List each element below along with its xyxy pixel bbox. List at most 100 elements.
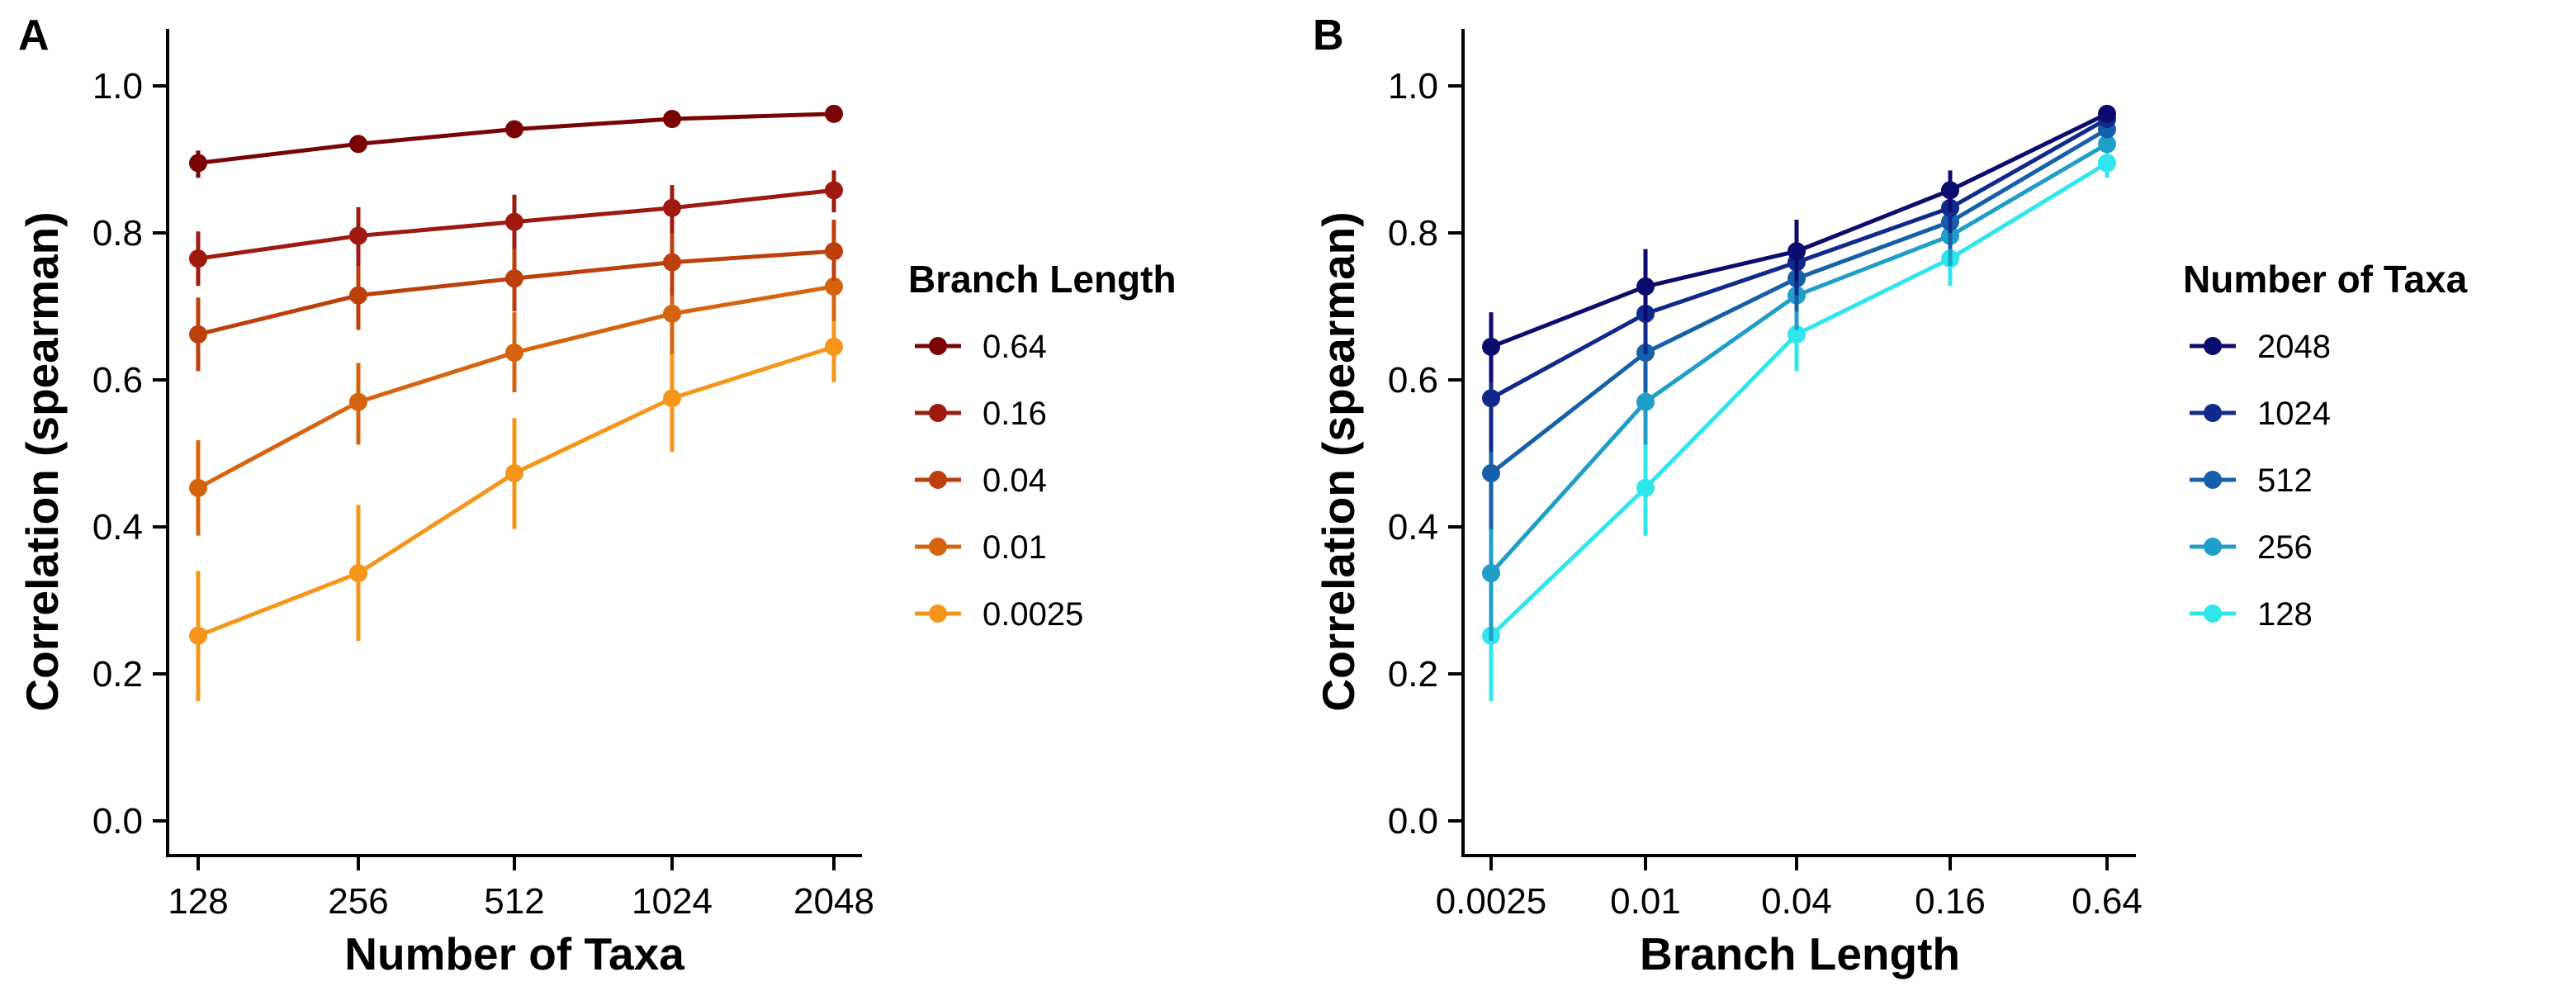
- series-512: [1482, 120, 2116, 529]
- series-0.16: [189, 170, 843, 287]
- data-point: [663, 110, 681, 129]
- legend: Number of Taxa 2048 1024 512 256 128: [2183, 258, 2468, 633]
- y-tick-label: 0.0: [1388, 801, 1438, 842]
- data-point: [1636, 277, 1655, 296]
- y-tick-label: 0.2: [1388, 654, 1438, 695]
- data-point: [663, 253, 681, 272]
- legend-swatch-point: [2204, 605, 2222, 623]
- legend-label: 0.04: [983, 462, 1047, 499]
- x-tick-label: 0.0025: [1436, 881, 1547, 922]
- legend-label: 0.64: [983, 329, 1047, 365]
- legend-title: Branch Length: [908, 258, 1177, 301]
- data-point: [505, 212, 523, 231]
- legend-label: 0.16: [983, 396, 1047, 432]
- legend-swatch-point: [929, 538, 947, 556]
- data-point: [1788, 325, 1806, 344]
- data-point: [1482, 564, 1500, 583]
- data-point: [189, 154, 207, 173]
- series-128: [1482, 150, 2116, 701]
- series-0.0025: [189, 310, 843, 701]
- data-point: [1482, 337, 1500, 356]
- data-point: [825, 242, 843, 261]
- data-point: [1482, 464, 1500, 483]
- series-0.64: [189, 104, 843, 178]
- y-axis-title: Correlation (spearman): [17, 211, 68, 711]
- y-tick-label: 0.2: [92, 654, 143, 695]
- legend-item: 512: [2190, 462, 2313, 499]
- legend-swatch-point: [929, 471, 947, 489]
- y-tick-label: 0.8: [92, 213, 143, 254]
- y-tick-label: 0.4: [92, 507, 143, 548]
- data-point: [505, 120, 523, 139]
- data-point: [2098, 104, 2116, 123]
- legend-swatch-point: [2204, 404, 2222, 422]
- y-axis-title: Correlation (spearman): [1313, 211, 1364, 711]
- data-point: [825, 277, 843, 296]
- data-point: [349, 564, 367, 583]
- legend-swatch-point: [2204, 337, 2222, 355]
- legend-swatch-point: [2204, 538, 2222, 556]
- y-tick-label: 0.6: [92, 360, 143, 401]
- y-tick-label: 1.0: [92, 66, 143, 107]
- x-tick-label: 0.16: [1915, 881, 1986, 922]
- data-point: [189, 626, 207, 645]
- x-tick-label: 0.01: [1610, 881, 1681, 922]
- series-line: [1490, 111, 2109, 349]
- data-point: [349, 226, 367, 245]
- data-point: [825, 104, 843, 123]
- series-256: [1482, 135, 2116, 641]
- legend-item: 0.0025: [915, 596, 1083, 633]
- y-tick-label: 0.6: [1388, 360, 1438, 401]
- x-tick-label: 256: [328, 881, 388, 922]
- y-tick-label: 0.4: [1388, 507, 1438, 548]
- data-point: [349, 135, 367, 154]
- x-axis-title: Number of Taxa: [344, 928, 684, 979]
- legend-label: 512: [2257, 462, 2313, 499]
- data-point: [189, 478, 207, 497]
- y-tick-label: 0.8: [1388, 213, 1438, 254]
- legend-label: 128: [2257, 596, 2313, 633]
- data-point: [189, 249, 207, 268]
- legend: Branch Length 0.64 0.16 0.04 0.01 0.0025: [908, 258, 1177, 633]
- panel-label: A: [18, 12, 50, 59]
- data-point: [1941, 181, 1959, 200]
- x-tick-label: 1024: [632, 881, 713, 922]
- data-point: [505, 464, 523, 483]
- data-point: [505, 269, 523, 288]
- legend-item: 0.04: [915, 462, 1047, 499]
- legend-label: 2048: [2257, 329, 2331, 365]
- x-tick-label: 0.04: [1761, 881, 1832, 922]
- legend-item: 1024: [2190, 396, 2331, 432]
- data-point: [1636, 392, 1655, 411]
- y-tick-label: 0.0: [92, 801, 143, 842]
- data-point: [825, 337, 843, 356]
- x-tick-label: 2048: [793, 881, 874, 922]
- data-point: [663, 198, 681, 217]
- data-point: [1482, 389, 1500, 408]
- legend-item: 0.01: [915, 529, 1047, 566]
- legend-title: Number of Taxa: [2183, 258, 2468, 301]
- legend-label: 0.0025: [983, 596, 1083, 633]
- legend-label: 1024: [2257, 396, 2331, 432]
- legend-item: 0.16: [915, 396, 1047, 432]
- data-point: [663, 389, 681, 408]
- legend-swatch-point: [929, 404, 947, 422]
- series-line: [1489, 142, 2109, 575]
- legend-item: 256: [2190, 529, 2313, 566]
- panel-label: B: [1313, 12, 1344, 59]
- data-point: [189, 325, 207, 344]
- data-point: [349, 392, 367, 411]
- data-point: [825, 181, 843, 200]
- x-tick-label: 0.64: [2072, 881, 2143, 922]
- data-point: [1788, 242, 1806, 261]
- legend-item: 2048: [2190, 329, 2331, 365]
- legend-item: 0.64: [915, 329, 1047, 365]
- series-2048: [1482, 104, 2116, 382]
- panel-a: A 0.0 0.2 0.4 0.6 0.8 1.0 128 256 512 1024 2048 Corr…: [17, 12, 1177, 979]
- legend-label: 256: [2257, 529, 2313, 566]
- legend-swatch-point: [2204, 471, 2222, 489]
- x-axis-title: Branch Length: [1640, 928, 1960, 979]
- data-point: [1636, 478, 1655, 497]
- data-point: [2098, 135, 2116, 154]
